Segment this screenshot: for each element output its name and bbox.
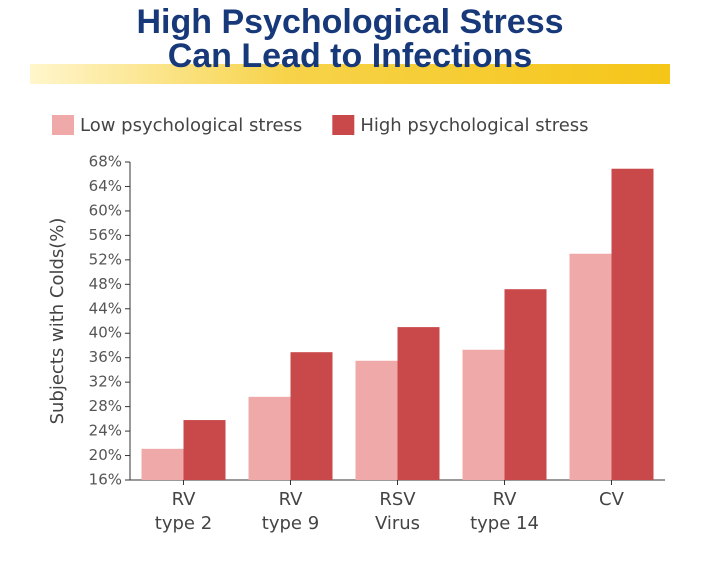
bar xyxy=(183,420,226,480)
chart-title: Can Lead to Infections xyxy=(168,37,533,75)
y-tick-label: 16% xyxy=(89,471,122,489)
bar xyxy=(569,253,612,480)
bar xyxy=(248,396,291,480)
bar xyxy=(611,168,654,480)
y-tick-label: 56% xyxy=(89,226,122,244)
bar xyxy=(397,327,440,480)
y-tick-label: 24% xyxy=(89,422,122,440)
y-tick-label: 20% xyxy=(89,446,122,464)
x-tick-label: CV xyxy=(599,489,625,510)
title-underline xyxy=(30,64,670,84)
x-tick-label: RV xyxy=(172,489,197,510)
legend-swatch xyxy=(332,115,355,135)
y-tick-label: 48% xyxy=(89,275,122,293)
y-tick-label: 68% xyxy=(89,153,122,171)
chart-title: High Psychological Stress xyxy=(136,3,563,41)
bar xyxy=(504,289,547,480)
x-tick-label: RV xyxy=(279,489,304,510)
x-tick-label: Virus xyxy=(375,513,420,534)
y-tick-label: 52% xyxy=(89,250,122,268)
x-tick-label: RV xyxy=(493,489,518,510)
x-tick-label: type 14 xyxy=(470,513,539,534)
y-axis-label: Subjects with Colds(%) xyxy=(47,218,68,425)
bar xyxy=(141,448,184,480)
y-tick-label: 60% xyxy=(89,201,122,219)
x-tick-label: RSV xyxy=(379,489,416,510)
y-tick-label: 32% xyxy=(89,373,122,391)
x-tick-label: type 9 xyxy=(262,513,319,534)
bar xyxy=(462,349,505,480)
legend-swatch xyxy=(52,115,74,135)
y-tick-label: 40% xyxy=(89,324,122,342)
y-tick-label: 44% xyxy=(89,299,122,317)
legend-label: High psychological stress xyxy=(360,115,588,136)
bar xyxy=(355,360,398,480)
x-tick-label: type 2 xyxy=(155,513,212,534)
legend-label: Low psychological stress xyxy=(80,115,302,136)
y-tick-label: 36% xyxy=(89,348,122,366)
y-tick-label: 64% xyxy=(89,177,122,195)
bar xyxy=(290,352,333,480)
y-tick-label: 28% xyxy=(89,397,122,415)
